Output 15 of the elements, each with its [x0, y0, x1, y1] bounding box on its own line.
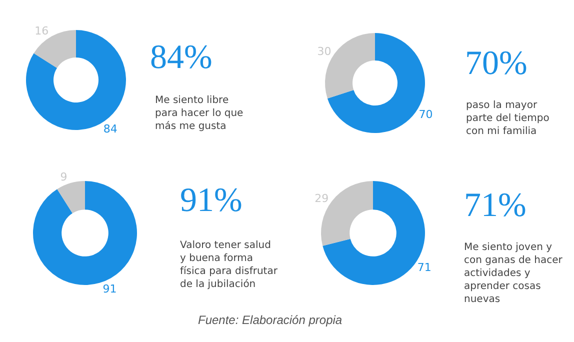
donut-slice	[57, 181, 85, 214]
data-label: 70	[418, 108, 433, 122]
donut-slice	[33, 181, 137, 285]
text: Me siento libre para hacer lo que más me gusta	[155, 95, 244, 132]
chart-title: 84%	[150, 39, 212, 76]
data-label: 71	[417, 260, 432, 274]
text: 91%	[180, 182, 242, 219]
text: Valoro tener salud y buena forma física para disfrutar de la jubilación	[180, 240, 278, 290]
text: paso la mayor parte del tiempo con mi familia	[466, 100, 550, 137]
chart-title: 70%	[465, 45, 528, 82]
source-note: Fuente: Elaboración propia	[198, 313, 342, 327]
data-label: 91	[102, 282, 117, 296]
data-label: 84	[103, 122, 118, 136]
text: Me siento joven y con ganas de hacer actividades y aprender cosas nuevas	[464, 242, 564, 305]
chart-title: 71%	[464, 187, 526, 224]
